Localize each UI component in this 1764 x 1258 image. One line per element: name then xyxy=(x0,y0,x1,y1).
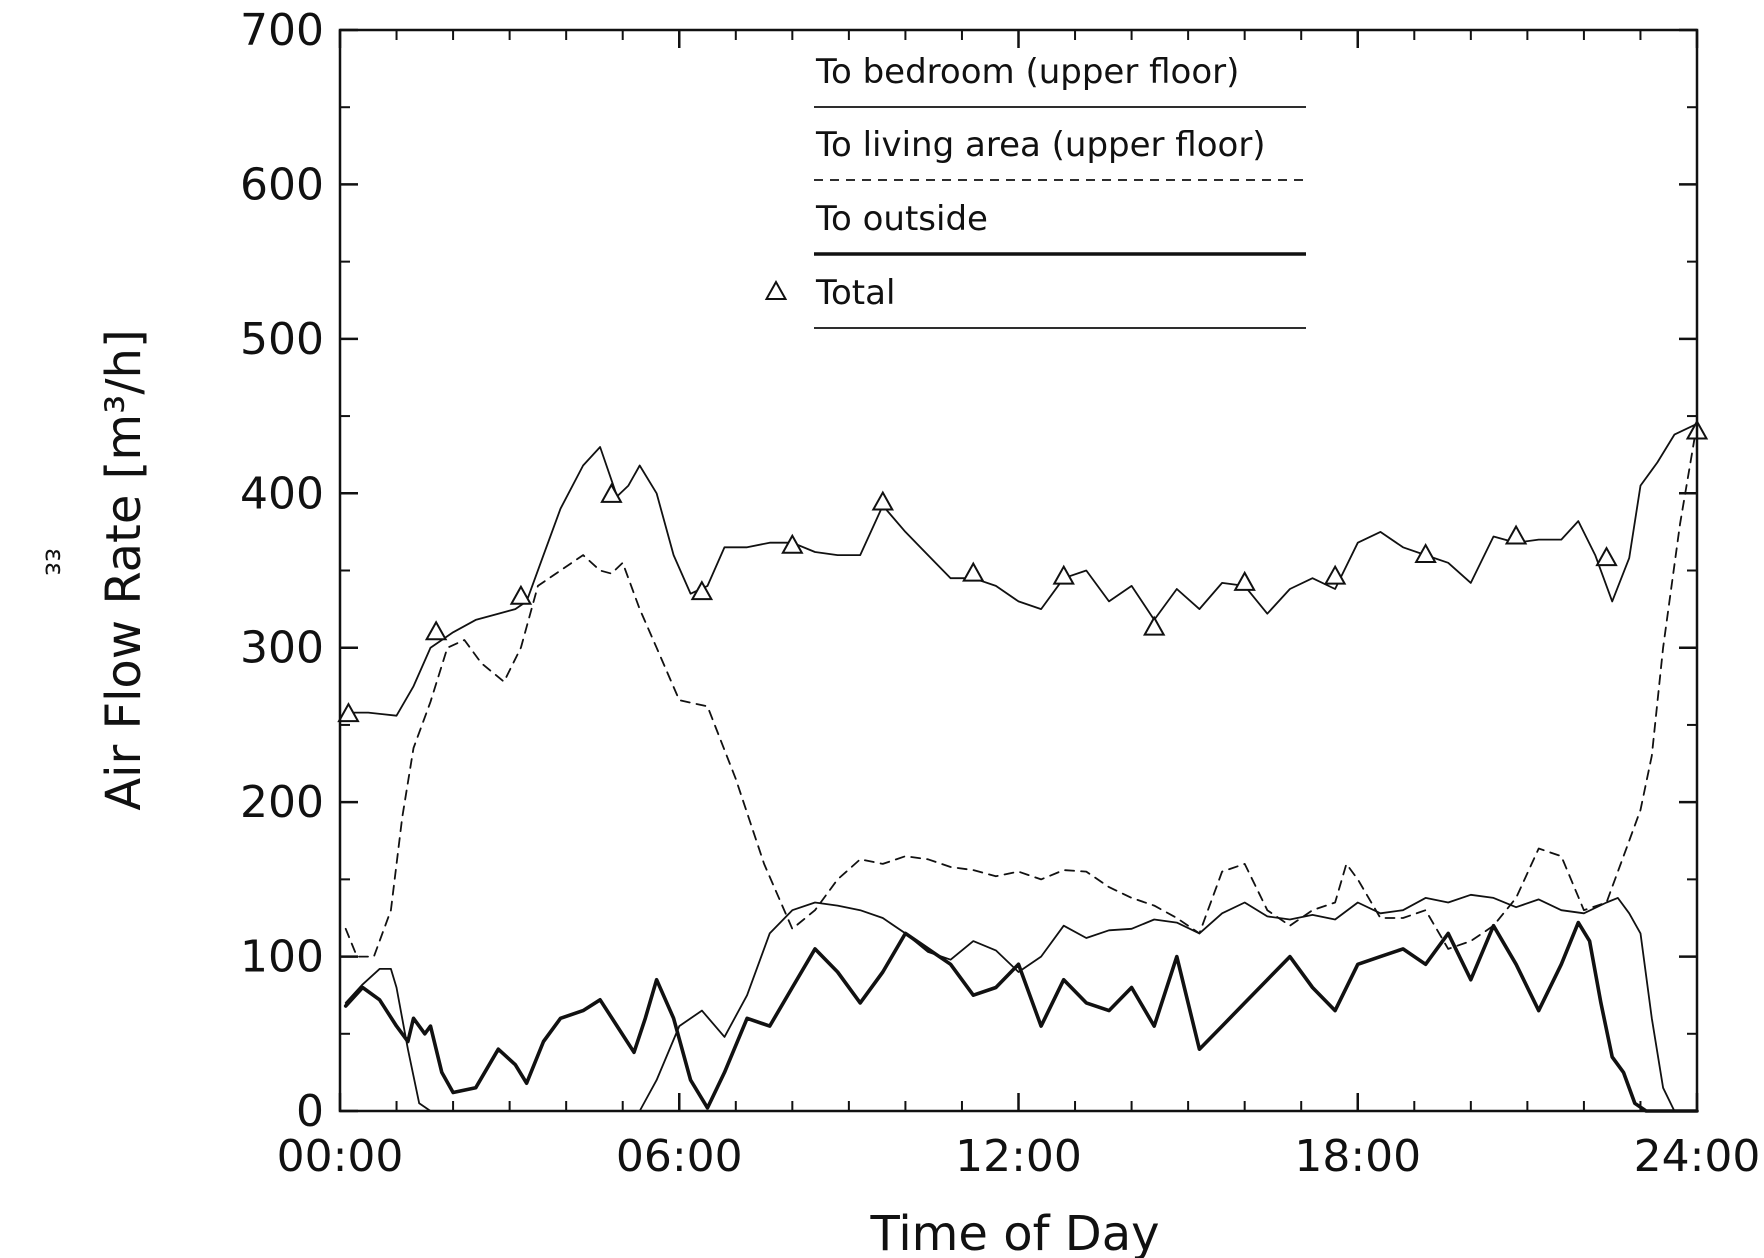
legend-label-total: Total xyxy=(815,273,895,313)
plot-markers xyxy=(337,419,1709,723)
total-marker xyxy=(871,490,895,511)
total-marker xyxy=(1595,546,1618,567)
page-mark: εε xyxy=(39,548,69,576)
x-axis-title: Time of Day xyxy=(869,1206,1159,1258)
legend-label-to-outside: To outside xyxy=(815,199,988,239)
y-tick-label: 400 xyxy=(240,468,324,519)
total-marker xyxy=(509,584,533,605)
series-line-to-living-area-upper-floor xyxy=(344,422,1698,958)
total-marker xyxy=(781,533,804,554)
legend-label-to-bedroom-upper-floor: To bedroom (upper floor) xyxy=(815,52,1239,92)
total-marker xyxy=(424,620,448,641)
y-tick-label: 200 xyxy=(240,777,324,828)
total-marker xyxy=(1504,524,1528,545)
total-marker xyxy=(1052,564,1075,585)
total-marker xyxy=(600,482,623,503)
total-marker xyxy=(690,580,714,601)
y-tick-label: 600 xyxy=(240,159,324,210)
total-marker xyxy=(1142,615,1166,636)
y-axis-title: Air Flow Rate [m³/h] xyxy=(96,329,152,810)
x-axis-ticks: 00:00 06:00 12:00 18:00 24:00 xyxy=(277,30,1761,1182)
total-marker xyxy=(1233,570,1256,591)
total-marker xyxy=(337,702,360,723)
x-tick-label: 06:00 xyxy=(616,1131,743,1182)
y-tick-label: 100 xyxy=(240,932,324,983)
y-tick-label: 0 xyxy=(296,1086,324,1137)
y-tick-label: 700 xyxy=(240,5,324,56)
x-tick-label: 12:00 xyxy=(955,1131,1082,1182)
legend: To bedroom (upper floor) To living area (… xyxy=(764,52,1306,329)
plot-frame xyxy=(338,28,1699,1113)
y-tick-label: 500 xyxy=(240,314,324,365)
legend-marker-total xyxy=(764,279,788,300)
x-tick-label: 24:00 xyxy=(1634,1131,1761,1182)
y-tick-label: 300 xyxy=(240,623,324,674)
x-tick-label: 18:00 xyxy=(1294,1131,1421,1182)
legend-label-to-living-area-upper-floor: To living area (upper floor) xyxy=(815,125,1266,165)
x-tick-label: 00:00 xyxy=(277,1131,404,1182)
total-marker xyxy=(1323,564,1347,585)
total-marker xyxy=(1414,543,1437,564)
series-line-to-outside xyxy=(343,920,1699,1113)
y-axis-ticks: 0 100 200 300 400 500 600 700 xyxy=(240,5,1697,1137)
series-line-total xyxy=(344,422,1698,717)
plot-series xyxy=(343,422,1699,1113)
total-marker xyxy=(962,561,985,582)
